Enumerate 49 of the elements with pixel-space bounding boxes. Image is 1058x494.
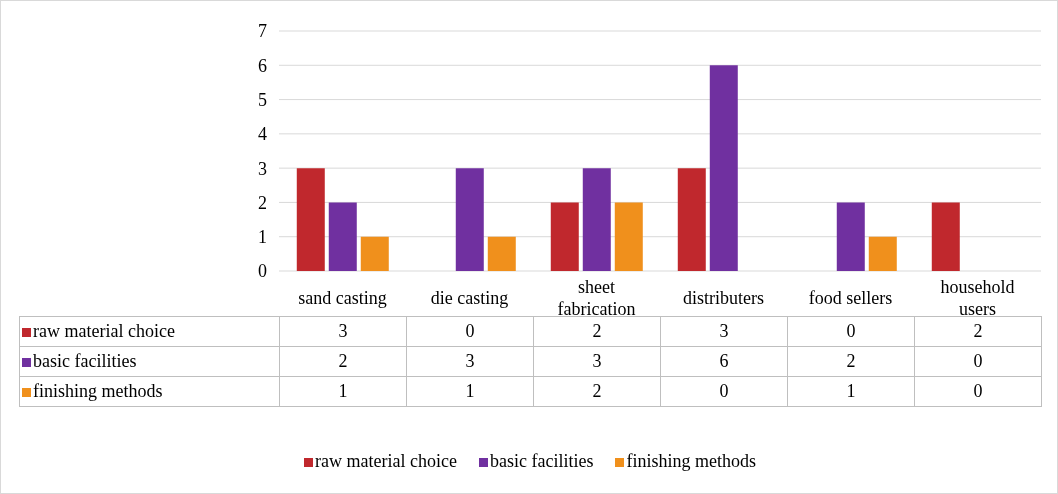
y-tick-label: 1 (258, 227, 267, 248)
x-tick-label: sheet fabrication (557, 277, 636, 319)
bar (836, 202, 865, 271)
y-tick-label: 2 (258, 192, 267, 213)
y-tick-label: 0 (258, 261, 267, 282)
data-label: 1 (406, 376, 534, 407)
bar (296, 168, 325, 271)
y-tick-label: 6 (258, 55, 267, 76)
data-label: 1 (787, 376, 915, 407)
data-label: 2 (787, 346, 915, 377)
data-label: 3 (406, 346, 534, 377)
bar (709, 65, 738, 271)
data-label: 0 (914, 376, 1042, 407)
data-label: 6 (660, 346, 788, 377)
bar (455, 168, 484, 271)
data-label: 0 (660, 376, 788, 407)
legend-label: basic facilities (488, 451, 594, 472)
data-label: 0 (406, 316, 534, 347)
x-tick-label: die casting (430, 288, 509, 308)
data-label: 3 (533, 346, 661, 377)
data-label: 3 (660, 316, 788, 347)
data-label: 2 (592, 321, 602, 341)
bar (550, 202, 579, 271)
legend-label: raw material choice (19, 316, 280, 347)
x-tick-label: distributers (683, 288, 764, 308)
bar (931, 202, 960, 271)
bar (582, 168, 611, 271)
bar (614, 202, 643, 271)
x-tick-label: household users (940, 277, 1015, 319)
data-label: 3 (279, 316, 407, 347)
data-label: 1 (279, 376, 407, 407)
x-tick-label: food sellers (808, 288, 893, 308)
x-tick-label: sand casting (298, 288, 387, 308)
y-tick-label: 7 (258, 21, 267, 42)
bar (328, 202, 357, 271)
legend-label: finishing methods (625, 451, 756, 472)
data-label: 2 (973, 321, 983, 341)
data-label: 0 (787, 316, 915, 347)
data-label: 2 (533, 376, 661, 407)
bar (868, 236, 897, 271)
y-tick-label: 4 (258, 124, 267, 145)
bar (487, 236, 516, 271)
text: raw material choice (315, 451, 457, 471)
data-label: 2 (279, 346, 407, 377)
y-tick-label: 3 (258, 158, 267, 179)
data-label: 0 (914, 346, 1042, 377)
y-tick-label: 5 (258, 89, 267, 110)
bar (360, 236, 389, 271)
bar (677, 168, 706, 271)
